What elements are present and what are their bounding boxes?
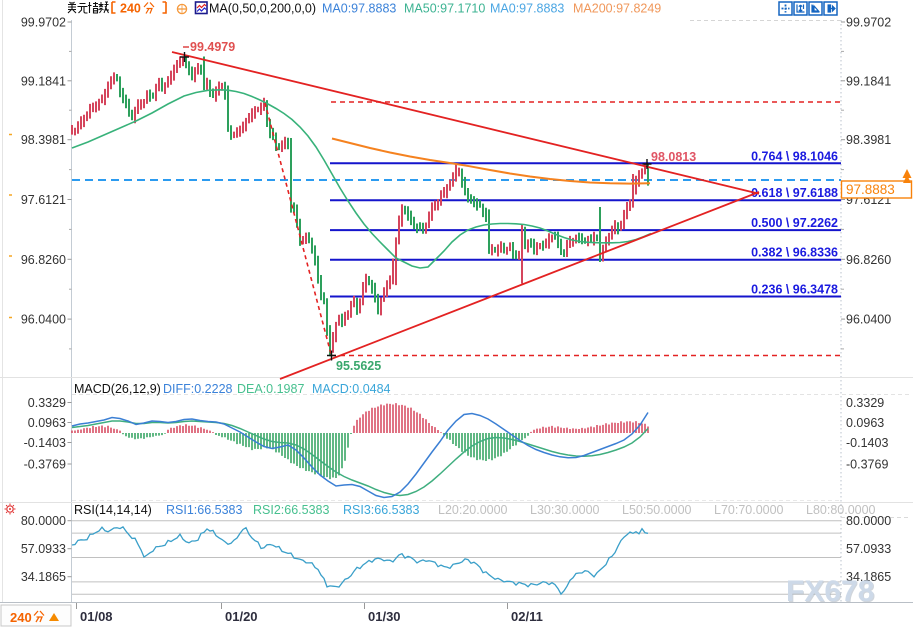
svg-text:02/11: 02/11 [511,609,543,624]
svg-text:RSI3:66.5383: RSI3:66.5383 [343,503,419,517]
svg-text:0.764 \ 98.1046: 0.764 \ 98.1046 [751,149,838,163]
svg-text:L70:70.0000: L70:70.0000 [714,503,784,517]
svg-text:MA0:97.8883: MA0:97.8883 [490,2,564,16]
svg-text:MA0:97.8883: MA0:97.8883 [322,2,396,16]
svg-text:96.8260: 96.8260 [846,253,891,267]
svg-text:97.6121: 97.6121 [21,193,66,207]
svg-text:0.382 \ 96.8336: 0.382 \ 96.8336 [751,246,838,260]
svg-text:0.3329: 0.3329 [846,396,884,410]
svg-text:0.618 \ 97.6188: 0.618 \ 97.6188 [751,186,838,200]
svg-text:34.1865: 34.1865 [846,570,891,584]
svg-text:99.1841: 99.1841 [21,74,66,88]
svg-text:97.8883: 97.8883 [846,182,895,197]
svg-text:-0.3769: -0.3769 [846,458,888,472]
svg-text:FX678: FX678 [787,576,875,609]
svg-text:240: 240 [10,610,32,625]
svg-text:0.236 \ 96.3478: 0.236 \ 96.3478 [751,283,838,297]
svg-text:34.1865: 34.1865 [21,570,66,584]
svg-text:57.0933: 57.0933 [21,542,66,556]
svg-text:80.0000: 80.0000 [21,514,66,528]
svg-text:RSI1:66.5383: RSI1:66.5383 [166,503,242,517]
svg-text:L50:50.0000: L50:50.0000 [622,503,692,517]
svg-text:96.0400: 96.0400 [846,313,891,327]
svg-text:RSI2:66.5383: RSI2:66.5383 [253,503,329,517]
svg-text:MA200:97.8249: MA200:97.8249 [573,2,661,16]
svg-text:57.0933: 57.0933 [846,542,891,556]
svg-text:96.0400: 96.0400 [21,313,66,327]
svg-text:95.5625: 95.5625 [336,359,381,373]
svg-text:99.4979: 99.4979 [190,40,235,54]
svg-text:L80:80.0000: L80:80.0000 [806,503,876,517]
svg-text:DIFF:0.2228: DIFF:0.2228 [163,382,233,396]
svg-text:MACD:0.0484: MACD:0.0484 [312,382,391,396]
svg-text:01/08: 01/08 [80,609,113,624]
svg-text:99.1841: 99.1841 [846,74,891,88]
svg-text:L30:30.0000: L30:30.0000 [530,503,600,517]
svg-text:01/20: 01/20 [225,609,258,624]
svg-text:0.3329: 0.3329 [28,396,66,410]
svg-text:98.3981: 98.3981 [846,133,891,147]
svg-text:0.0963: 0.0963 [846,416,884,430]
svg-text:DEA:0.1987: DEA:0.1987 [237,382,304,396]
svg-text:-0.1403: -0.1403 [846,436,888,450]
svg-text:96.8260: 96.8260 [21,253,66,267]
svg-text:0.0963: 0.0963 [28,416,66,430]
svg-text:240: 240 [120,2,141,16]
svg-text:98.0813: 98.0813 [651,150,696,164]
svg-text:MA(0,50,0,200,0,0): MA(0,50,0,200,0,0) [209,2,316,16]
svg-text:99.9702: 99.9702 [21,16,66,30]
svg-text:-0.1403: -0.1403 [24,436,66,450]
svg-text:FX678: FX678 [786,575,874,608]
svg-text:01/30: 01/30 [368,609,401,624]
svg-text:RSI(14,14,14): RSI(14,14,14) [74,503,152,517]
svg-text:L20:20.0000: L20:20.0000 [438,503,508,517]
svg-text:98.3981: 98.3981 [21,133,66,147]
svg-text:-0.3769: -0.3769 [24,458,66,472]
svg-text:80.0000: 80.0000 [846,514,891,528]
svg-text:99.9702: 99.9702 [846,16,891,30]
svg-text:0.500 \ 97.2262: 0.500 \ 97.2262 [751,216,838,230]
svg-text:MACD(26,12,9): MACD(26,12,9) [74,382,161,396]
svg-text:MA50:97.1710: MA50:97.1710 [404,2,485,16]
